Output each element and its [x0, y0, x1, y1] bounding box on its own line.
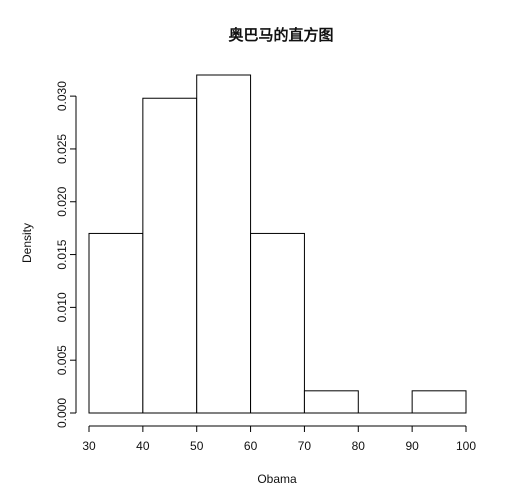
- x-tick-label-6: 90: [405, 439, 419, 453]
- histogram-bar-1: [142, 97, 198, 414]
- histogram-bar-6: [411, 390, 467, 414]
- x-tick-label-2: 50: [190, 439, 204, 453]
- y-tick-label-1: 0.005: [55, 345, 69, 375]
- y-axis-title: Density: [20, 223, 34, 263]
- y-tick-label-4: 0.020: [55, 186, 69, 216]
- x-tick-label-3: 60: [244, 439, 258, 453]
- x-tick-label-7: 100: [456, 439, 476, 453]
- y-tick-label-5: 0.025: [55, 134, 69, 164]
- bars-group: [88, 74, 467, 414]
- x-ticks-group: 30 40 50 60 70 80 90 100: [82, 426, 476, 453]
- y-tick-label-6: 0.030: [55, 81, 69, 111]
- x-tick-label-4: 70: [298, 439, 312, 453]
- chart-title: 奥巴马的直方图: [228, 26, 333, 44]
- x-tick-label-0: 30: [82, 439, 96, 453]
- y-tick-label-0: 0.000: [55, 398, 69, 428]
- histogram-bar-0: [88, 232, 144, 414]
- y-ticks-group: 0.000 0.005 0.010 0.015 0.020 0.025 0.030: [55, 81, 76, 428]
- histogram-bar-3: [250, 232, 305, 414]
- x-tick-label-1: 40: [136, 439, 150, 453]
- histogram-bar-2: [196, 74, 252, 414]
- x-axis-title: Obama: [257, 472, 297, 486]
- x-tick-label-5: 80: [352, 439, 366, 453]
- histogram-bar-4: [303, 390, 359, 414]
- y-tick-label-2: 0.010: [55, 292, 69, 322]
- y-tick-label-3: 0.015: [55, 239, 69, 269]
